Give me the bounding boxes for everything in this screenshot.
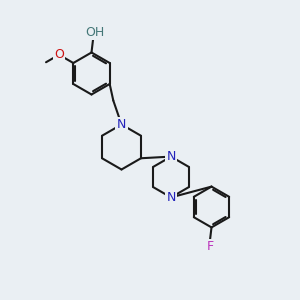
Text: N: N xyxy=(166,150,176,163)
Text: OH: OH xyxy=(85,26,104,39)
Text: O: O xyxy=(54,48,64,61)
Text: N: N xyxy=(166,191,176,204)
Text: N: N xyxy=(117,118,126,131)
Text: F: F xyxy=(206,240,214,253)
